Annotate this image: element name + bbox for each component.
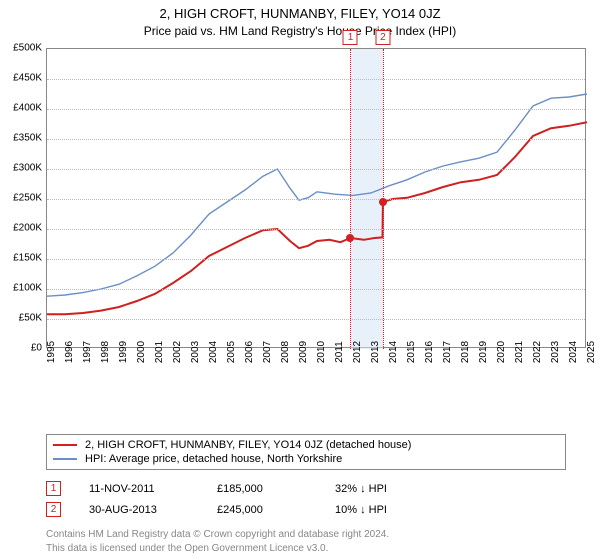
y-axis-label: £500K bbox=[2, 43, 42, 54]
legend-label: 2, HIGH CROFT, HUNMANBY, FILEY, YO14 0JZ… bbox=[85, 439, 411, 451]
sale-marker-line bbox=[350, 49, 351, 349]
x-axis-label: 2002 bbox=[172, 341, 183, 363]
sale-hpi-delta: 10% ↓ HPI bbox=[335, 504, 387, 516]
chart-titles: 2, HIGH CROFT, HUNMANBY, FILEY, YO14 0JZ… bbox=[0, 0, 600, 38]
gridline bbox=[47, 199, 585, 200]
x-axis-label: 2016 bbox=[424, 341, 435, 363]
sale-price: £185,000 bbox=[217, 483, 307, 495]
y-axis-label: £0 bbox=[2, 343, 42, 354]
x-axis-label: 2014 bbox=[388, 341, 399, 363]
x-axis-label: 1998 bbox=[100, 341, 111, 363]
x-axis-label: 2017 bbox=[442, 341, 453, 363]
sale-row: 1 11-NOV-2011 £185,000 32% ↓ HPI bbox=[46, 478, 590, 499]
footer-line-2: This data is licensed under the Open Gov… bbox=[46, 542, 590, 556]
sale-date: 11-NOV-2011 bbox=[89, 483, 189, 495]
y-axis-label: £450K bbox=[2, 73, 42, 84]
title-main: 2, HIGH CROFT, HUNMANBY, FILEY, YO14 0JZ bbox=[0, 6, 600, 21]
legend-swatch bbox=[53, 444, 77, 446]
x-axis-label: 2005 bbox=[226, 341, 237, 363]
sales-table: 1 11-NOV-2011 £185,000 32% ↓ HPI 2 30-AUG-201… bbox=[46, 478, 590, 520]
x-axis-label: 1999 bbox=[118, 341, 129, 363]
x-axis-label: 1995 bbox=[46, 341, 57, 363]
sale-row: 2 30-AUG-2013 £245,000 10% ↓ HPI bbox=[46, 499, 590, 520]
x-axis-label: 2006 bbox=[244, 341, 255, 363]
legend-label: HPI: Average price, detached house, Nort… bbox=[85, 453, 342, 465]
gridline bbox=[47, 259, 585, 260]
y-axis-label: £250K bbox=[2, 193, 42, 204]
x-axis-label: 2023 bbox=[550, 341, 561, 363]
x-axis-label: 2024 bbox=[568, 341, 579, 363]
chart-area: 12 £0£50K£100K£150K£200K£250K£300K£350K£… bbox=[46, 48, 586, 388]
sale-marker-number: 2 bbox=[375, 30, 390, 45]
y-axis-label: £50K bbox=[2, 313, 42, 324]
x-axis-label: 2007 bbox=[262, 341, 273, 363]
sale-dot bbox=[346, 234, 354, 242]
x-axis-label: 2010 bbox=[316, 341, 327, 363]
y-axis-label: £350K bbox=[2, 133, 42, 144]
x-axis-label: 2001 bbox=[154, 341, 165, 363]
sale-dot bbox=[379, 198, 387, 206]
sale-hpi-delta: 32% ↓ HPI bbox=[335, 483, 387, 495]
y-axis-label: £400K bbox=[2, 103, 42, 114]
gridline bbox=[47, 319, 585, 320]
gridline bbox=[47, 169, 585, 170]
series-hpi bbox=[47, 94, 587, 296]
gridline bbox=[47, 229, 585, 230]
x-axis-label: 2020 bbox=[496, 341, 507, 363]
footer-line-1: Contains HM Land Registry data © Crown c… bbox=[46, 528, 590, 542]
y-axis-label: £200K bbox=[2, 223, 42, 234]
x-axis-label: 2021 bbox=[514, 341, 525, 363]
x-axis-label: 2008 bbox=[280, 341, 291, 363]
series-price_paid bbox=[47, 122, 587, 314]
sale-number-badge: 2 bbox=[46, 502, 61, 517]
gridline bbox=[47, 79, 585, 80]
gridline bbox=[47, 139, 585, 140]
legend-swatch bbox=[53, 458, 77, 460]
x-axis-label: 1997 bbox=[82, 341, 93, 363]
x-axis-label: 1996 bbox=[64, 341, 75, 363]
legend-row: HPI: Average price, detached house, Nort… bbox=[53, 452, 559, 466]
sale-price: £245,000 bbox=[217, 504, 307, 516]
x-axis-label: 2022 bbox=[532, 341, 543, 363]
x-axis-label: 2018 bbox=[460, 341, 471, 363]
y-axis-label: £100K bbox=[2, 283, 42, 294]
x-axis-label: 2004 bbox=[208, 341, 219, 363]
legend-row: 2, HIGH CROFT, HUNMANBY, FILEY, YO14 0JZ… bbox=[53, 438, 559, 452]
x-axis-label: 2012 bbox=[352, 341, 363, 363]
gridline bbox=[47, 109, 585, 110]
gridline bbox=[47, 289, 585, 290]
x-axis-label: 2000 bbox=[136, 341, 147, 363]
x-axis-label: 2015 bbox=[406, 341, 417, 363]
footer-attribution: Contains HM Land Registry data © Crown c… bbox=[46, 528, 590, 555]
sale-marker-number: 1 bbox=[343, 30, 358, 45]
legend: 2, HIGH CROFT, HUNMANBY, FILEY, YO14 0JZ… bbox=[46, 434, 566, 470]
title-sub: Price paid vs. HM Land Registry's House … bbox=[0, 24, 600, 38]
sale-date: 30-AUG-2013 bbox=[89, 504, 189, 516]
x-axis-label: 2019 bbox=[478, 341, 489, 363]
sale-number-badge: 1 bbox=[46, 481, 61, 496]
x-axis-label: 2003 bbox=[190, 341, 201, 363]
x-axis-label: 2009 bbox=[298, 341, 309, 363]
x-axis-label: 2011 bbox=[334, 341, 345, 363]
y-axis-label: £300K bbox=[2, 163, 42, 174]
x-axis-label: 2013 bbox=[370, 341, 381, 363]
y-axis-label: £150K bbox=[2, 253, 42, 264]
plot-area: 12 bbox=[46, 48, 586, 348]
x-axis-label: 2025 bbox=[586, 341, 597, 363]
